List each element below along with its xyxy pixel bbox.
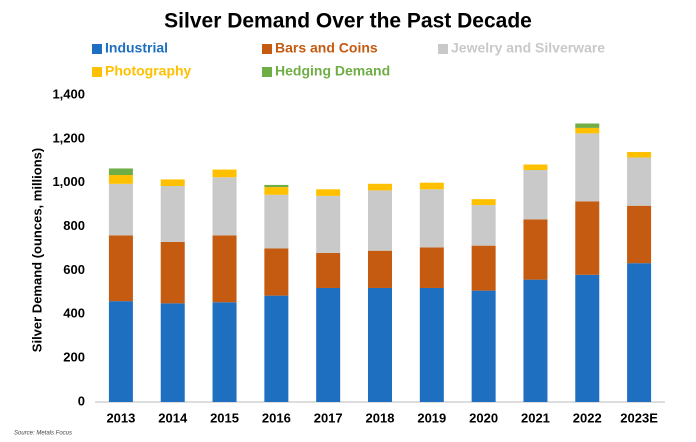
bar-segment	[368, 287, 392, 402]
bar-segment	[264, 187, 289, 195]
bar-segment	[108, 183, 133, 236]
bar-segment	[627, 157, 652, 206]
bar-segment	[316, 195, 341, 253]
bar-segment	[575, 127, 600, 134]
bar-segment	[316, 287, 341, 402]
bar-segment	[419, 247, 444, 288]
legend-label: Industrial	[105, 40, 168, 56]
y-tick-label: 200	[63, 350, 85, 365]
bar-segment	[316, 189, 341, 196]
x-tick-label: 2020	[469, 410, 498, 425]
bar-segment	[368, 190, 392, 251]
x-tick-label: 2021	[521, 410, 550, 425]
bar-segment	[264, 194, 289, 249]
bar-segment	[108, 168, 133, 176]
legend-label: Bars and Coins	[275, 40, 378, 56]
y-tick-label: 1,000	[52, 174, 85, 189]
bar-segment	[575, 123, 600, 128]
bar-segment	[160, 303, 185, 402]
bar-segment	[108, 235, 133, 302]
bar-segment	[212, 177, 237, 236]
x-tick-label: 2023E	[620, 410, 658, 425]
y-tick-label: 1,400	[52, 86, 85, 101]
bar-segment	[160, 241, 185, 304]
bar-segment	[212, 302, 237, 402]
legend-swatch	[262, 67, 272, 77]
bar-segment	[627, 152, 652, 158]
legend-label: Jewelry and Silverware	[451, 40, 605, 56]
bar-segment	[575, 274, 600, 402]
legend-swatch	[92, 67, 102, 77]
x-tick-label: 2019	[417, 410, 446, 425]
bar-segment	[419, 287, 444, 402]
y-tick-label: 400	[63, 306, 85, 321]
legend-label: Hedging Demand	[275, 63, 390, 79]
legend-swatch	[438, 44, 448, 54]
x-tick-label: 2013	[106, 410, 135, 425]
legend-swatch	[262, 44, 272, 54]
bar-segment	[212, 169, 237, 178]
bar-segment	[108, 301, 133, 402]
x-tick-label: 2014	[158, 410, 188, 425]
chart-title: Silver Demand Over the Past Decade	[164, 10, 532, 33]
bar-segment	[212, 235, 237, 303]
legend-swatch	[92, 44, 102, 54]
bar-segment	[419, 189, 444, 248]
y-tick-label: 1,200	[52, 130, 85, 145]
x-tick-label: 2018	[366, 410, 395, 425]
bar-segment	[575, 133, 600, 202]
y-axis-label: Silver Demand (ounces, millions)	[29, 148, 44, 352]
bar-segment	[160, 179, 185, 187]
bar-segment	[264, 184, 289, 188]
bar-segment	[471, 290, 496, 402]
legend-label: Photography	[105, 63, 192, 79]
bar-segment	[471, 199, 496, 206]
bar-segment	[523, 164, 548, 170]
bar-segment	[264, 248, 289, 296]
bar-segment	[627, 205, 652, 264]
source: Source: Metals Focus	[14, 431, 72, 437]
bar-segment	[419, 182, 444, 190]
bar-segment	[264, 295, 289, 402]
bar-segment	[471, 245, 496, 291]
bar-segment	[627, 263, 652, 402]
y-tick-label: 600	[63, 262, 85, 277]
x-tick-label: 2017	[314, 410, 343, 425]
y-tick-label: 0	[78, 393, 85, 408]
bar-segment	[471, 205, 496, 246]
bar-segment	[523, 219, 548, 280]
x-tick-label: 2022	[573, 410, 602, 425]
bar-segment	[368, 250, 392, 288]
x-tick-label: 2016	[262, 410, 291, 425]
bar-segment	[160, 186, 185, 242]
bar-segment	[368, 183, 392, 191]
bar-segment	[316, 252, 341, 288]
bar-segment	[575, 201, 600, 275]
y-tick-label: 800	[63, 218, 85, 233]
x-tick-label: 2015	[210, 410, 239, 425]
bar-segment	[523, 169, 548, 220]
bar-segment	[523, 279, 548, 402]
bar-segment	[108, 175, 133, 184]
